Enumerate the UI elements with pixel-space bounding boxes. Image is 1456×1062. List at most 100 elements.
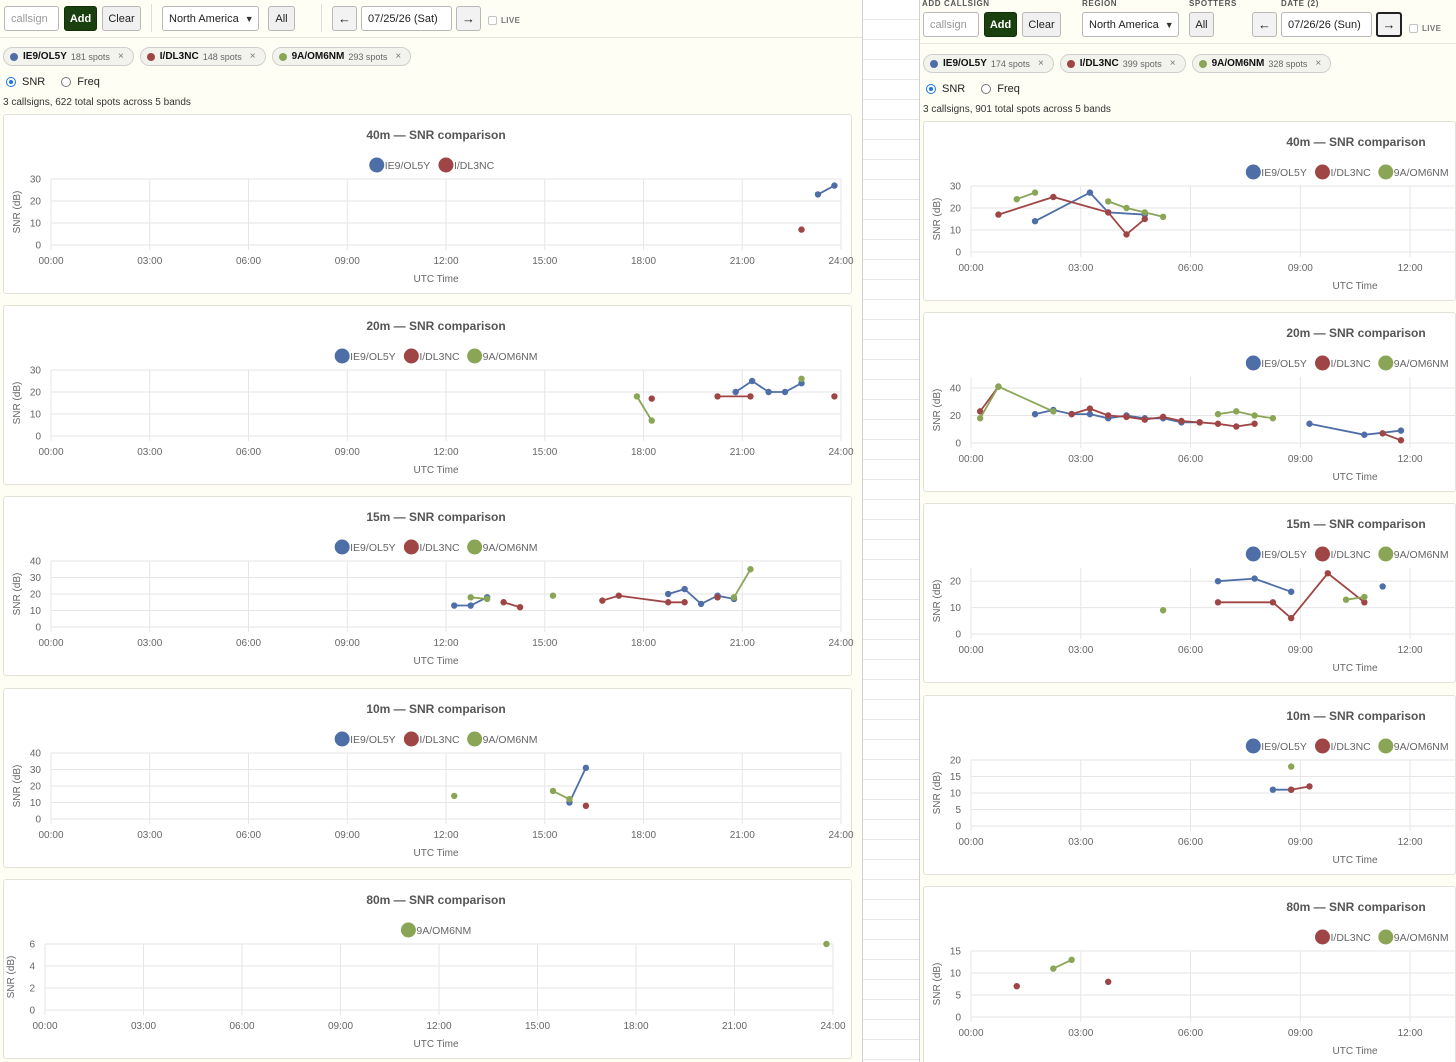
legend-item-ie9-ol5y[interactable]: IE9/OL5Y [1245,164,1307,180]
data-point[interactable] [1306,783,1313,790]
region-select[interactable]: North America ▼ [1082,12,1179,37]
data-point[interactable] [1105,198,1112,205]
data-point[interactable] [1251,575,1258,582]
data-point[interactable] [1123,413,1130,421]
live-checkbox[interactable] [488,16,497,25]
data-point[interactable] [1324,570,1331,577]
legend-item-i-dl3nc[interactable]: I/DL3NC [1315,164,1371,180]
legend-item-9a-om6nm[interactable]: 9A/OM6NM [1378,929,1449,945]
data-point[interactable] [831,393,838,400]
freq-radio[interactable]: Freq [61,76,100,88]
data-point[interactable] [1141,416,1149,423]
data-point[interactable] [1086,189,1094,196]
data-point[interactable] [831,182,838,189]
freq-radio-dot[interactable] [981,84,992,94]
legend-item-ie9-ol5y[interactable]: IE9/OL5Y [1245,546,1307,562]
snr-radio-dot[interactable] [926,84,936,94]
data-point[interactable] [648,417,655,424]
data-point[interactable] [1013,196,1020,203]
live-checkbox[interactable] [1409,24,1418,33]
data-point[interactable] [1086,405,1094,412]
data-point[interactable] [1214,420,1222,427]
data-point[interactable] [798,226,805,233]
remove-chip-icon[interactable]: × [117,51,124,62]
data-point[interactable] [633,393,641,400]
data-point[interactable] [664,599,672,606]
data-point[interactable] [1342,596,1350,603]
data-point[interactable] [1269,786,1277,793]
data-point[interactable] [1233,408,1240,415]
data-point[interactable] [1141,215,1149,223]
legend-item-9a-om6nm[interactable]: 9A/OM6NM [467,348,537,364]
data-point[interactable] [823,940,830,948]
data-point[interactable] [1050,965,1057,972]
legend-item-i-dl3nc[interactable]: I/DL3NC [438,157,495,173]
data-point[interactable] [995,383,1002,390]
data-point[interactable] [1361,593,1368,601]
data-point[interactable] [1269,415,1277,422]
data-point[interactable] [451,602,458,609]
spotters-button[interactable]: All [268,6,295,31]
callsign-input[interactable]: callsign [4,6,59,31]
data-point[interactable] [1105,209,1112,216]
data-point[interactable] [1287,763,1295,770]
data-point[interactable] [1287,588,1295,595]
legend-item-9a-om6nm[interactable]: 9A/OM6NM [1378,738,1449,754]
data-point[interactable] [1123,204,1130,212]
data-point[interactable] [697,600,705,608]
snr-radio[interactable]: SNR [6,76,45,88]
freq-radio[interactable]: Freq [981,83,1020,95]
legend-item-9a-om6nm[interactable]: 9A/OM6NM [1378,355,1449,371]
data-point[interactable] [781,388,789,396]
legend-item-i-dl3nc[interactable]: I/DL3NC [1315,738,1371,754]
data-point[interactable] [582,802,590,809]
legend-item-ie9-ol5y[interactable]: IE9/OL5Y [334,731,396,747]
legend-item-9a-om6nm[interactable]: 9A/OM6NM [1378,546,1449,562]
data-point[interactable] [765,388,772,396]
data-point[interactable] [798,380,805,387]
data-point[interactable] [681,599,688,606]
data-point[interactable] [1178,417,1185,425]
data-point[interactable] [798,375,805,382]
data-point[interactable] [1159,413,1167,421]
data-point[interactable] [483,595,491,603]
next-day-button[interactable]: → [456,6,481,31]
data-point[interactable] [1196,419,1203,426]
data-point[interactable] [1251,420,1258,427]
data-point[interactable] [1306,420,1313,427]
legend-item-i-dl3nc[interactable]: I/DL3NC [403,348,460,364]
data-point[interactable] [1233,423,1240,430]
data-point[interactable] [714,393,721,400]
data-point[interactable] [1068,956,1075,963]
data-point[interactable] [599,597,606,604]
data-point[interactable] [516,604,524,611]
data-point[interactable] [1105,978,1112,985]
data-point[interactable] [1159,213,1167,220]
add-button[interactable]: Add [64,6,97,31]
live-toggle[interactable]: LIVE [488,16,520,25]
legend-item-i-dl3nc[interactable]: I/DL3NC [1315,355,1371,371]
prev-day-button[interactable]: ← [332,6,357,31]
data-point[interactable] [1123,231,1130,238]
clear-button[interactable]: Clear [1022,12,1061,37]
data-point[interactable] [1031,189,1039,196]
legend-item-i-dl3nc[interactable]: I/DL3NC [1315,929,1371,945]
data-point[interactable] [1397,437,1405,444]
data-point[interactable] [549,592,557,599]
date-input[interactable]: 07/25/26 (Sat) [361,6,452,31]
data-point[interactable] [1159,607,1167,614]
data-point[interactable] [976,408,984,415]
clear-button[interactable]: Clear [102,6,141,31]
date-input[interactable]: 07/26/26 (Sun) [1281,12,1372,37]
data-point[interactable] [1141,209,1149,216]
data-point[interactable] [995,211,1002,218]
data-point[interactable] [1050,193,1057,201]
remove-chip-icon[interactable]: × [1037,58,1044,69]
data-point[interactable] [1379,430,1386,437]
data-point[interactable] [1050,408,1057,415]
data-point[interactable] [730,594,738,601]
live-toggle[interactable]: LIVE [1409,24,1441,33]
add-button[interactable]: Add [984,12,1017,37]
snr-radio-dot[interactable] [6,77,16,87]
freq-radio-dot[interactable] [61,77,72,87]
